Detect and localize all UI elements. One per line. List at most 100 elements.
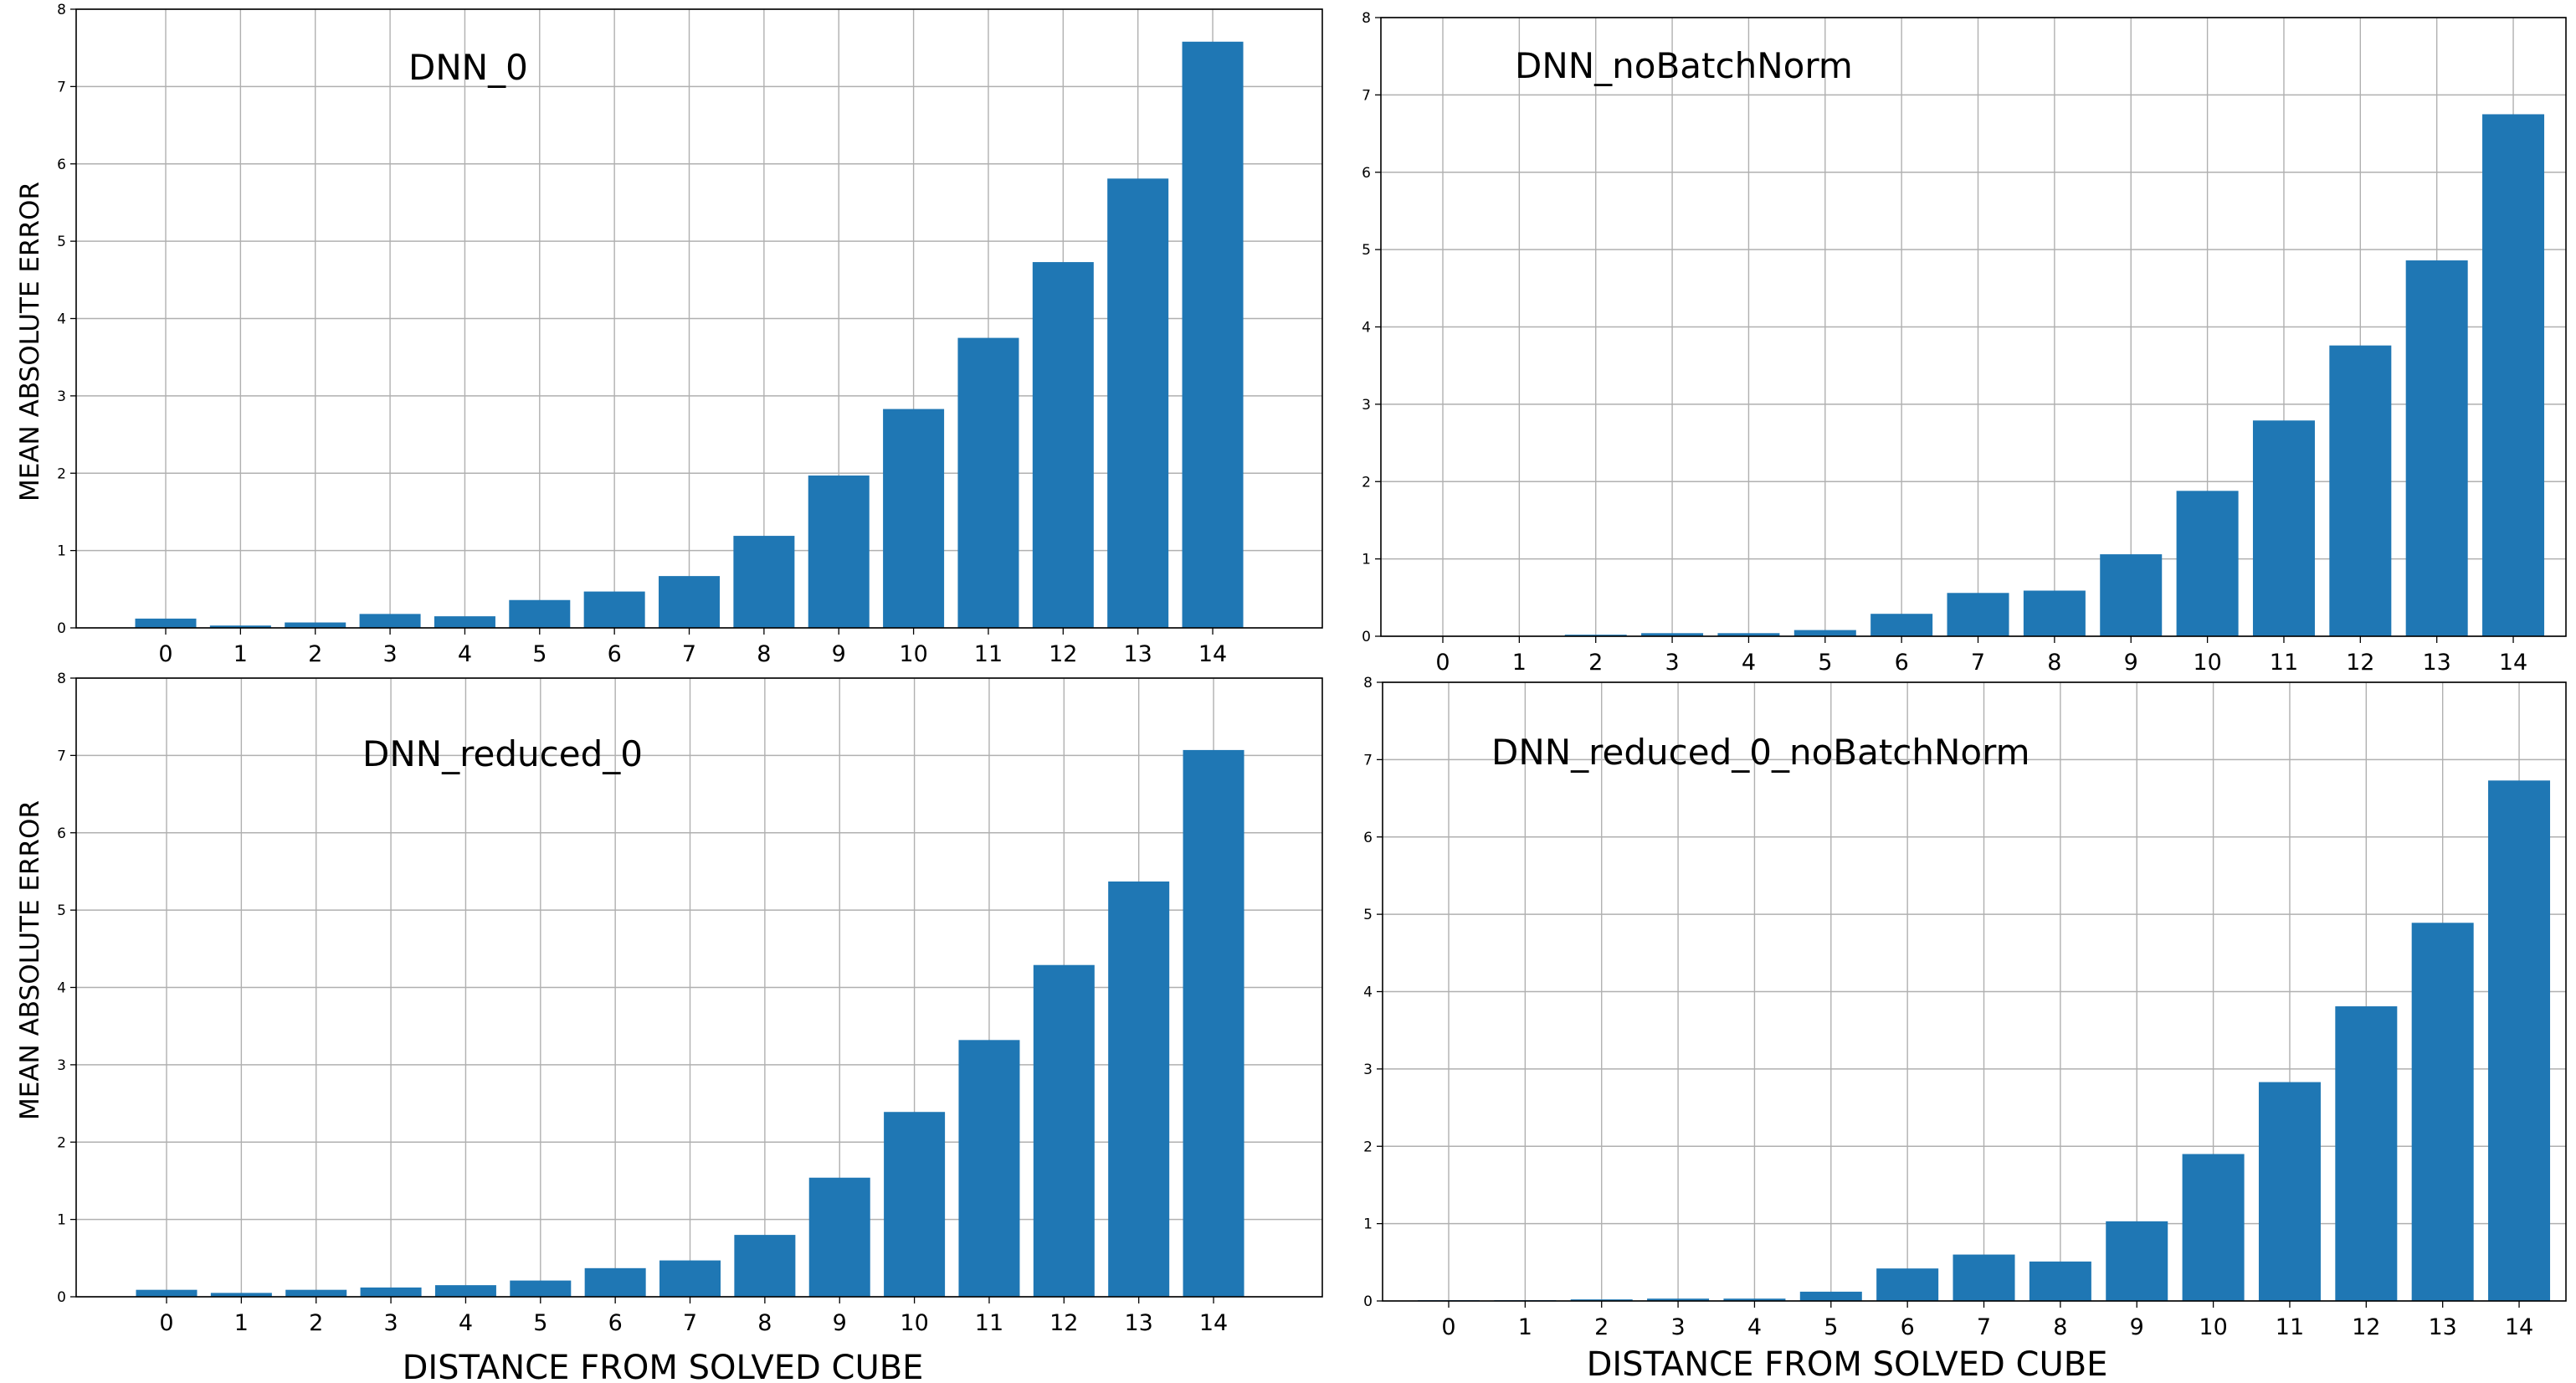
bar-6 <box>583 591 645 628</box>
x-tick-label: 13 <box>2429 1314 2457 1340</box>
x-tick-label: 14 <box>1199 1310 1228 1336</box>
bar-13 <box>1107 178 1169 628</box>
bar-11 <box>2258 1082 2321 1301</box>
y-tick-label: 0 <box>1362 629 1371 645</box>
x-tick-label: 9 <box>2130 1314 2144 1340</box>
bar-3 <box>1641 633 1704 636</box>
bar-7 <box>1953 1254 2015 1301</box>
plot-frame <box>75 677 1323 1298</box>
x-tick-label: 14 <box>1198 641 1227 667</box>
y-tick-label: 3 <box>1363 1062 1373 1078</box>
x-tick-label: 7 <box>683 1310 697 1336</box>
bar-10 <box>883 409 945 628</box>
y-tick-label: 8 <box>1363 675 1373 692</box>
y-tick-label: 1 <box>1362 552 1371 568</box>
x-tick-label: 6 <box>1895 650 1909 676</box>
bar-12 <box>2335 1006 2398 1301</box>
bar-14 <box>1183 749 1244 1297</box>
bar-3 <box>360 1287 422 1297</box>
x-tick-label: 7 <box>1977 1314 1991 1340</box>
bar-2 <box>285 622 346 628</box>
bar-8 <box>2029 1261 2091 1301</box>
x-tick-label: 13 <box>2423 650 2451 676</box>
bar-14 <box>2488 780 2551 1301</box>
bar-3 <box>359 614 421 628</box>
y-tick-label: 3 <box>57 1057 66 1074</box>
panel-title: DNN_0 <box>408 47 528 88</box>
y-tick-label: 5 <box>1363 907 1373 923</box>
panel-title: DNN_reduced_0 <box>362 733 643 774</box>
bar-7 <box>659 1260 721 1297</box>
y-tick-label: 2 <box>1363 1139 1373 1155</box>
bar-13 <box>1108 881 1170 1297</box>
x-tick-label: 8 <box>2047 650 2061 676</box>
bar-7 <box>1947 593 2009 636</box>
y-axis-label-bottom: MEAN ABSOLUTE ERROR <box>15 800 45 1120</box>
x-tick-label: 14 <box>2505 1314 2533 1340</box>
x-tick-label: 8 <box>2053 1314 2067 1340</box>
bar-11 <box>958 1040 1020 1297</box>
y-tick-label: 5 <box>57 234 66 250</box>
x-tick-label: 11 <box>2276 1314 2304 1340</box>
x-tick-label: 10 <box>900 1310 928 1336</box>
bar-2 <box>1570 1299 1633 1301</box>
y-tick-label: 6 <box>57 825 66 842</box>
bar-12 <box>2329 345 2392 636</box>
y-tick-label: 2 <box>57 1134 66 1151</box>
bar-2 <box>285 1289 347 1297</box>
x-tick-label: 7 <box>682 641 696 667</box>
x-tick-label: 7 <box>1971 650 1985 676</box>
y-tick-label: 0 <box>57 1289 66 1306</box>
y-tick-label: 4 <box>1363 985 1373 1001</box>
bar-14 <box>1182 41 1244 629</box>
y-tick-label: 4 <box>1362 320 1371 337</box>
x-tick-label: 2 <box>308 641 322 667</box>
y-tick-label: 4 <box>57 980 66 997</box>
x-tick-label: 3 <box>1665 650 1679 676</box>
bar-8 <box>734 1235 796 1297</box>
y-tick-label: 5 <box>1362 242 1371 259</box>
y-tick-label: 5 <box>57 902 66 919</box>
plot-frame <box>1380 17 2567 637</box>
x-tick-label: 14 <box>2499 650 2527 676</box>
x-tick-label: 12 <box>2346 650 2374 676</box>
x-tick-label: 4 <box>459 1310 473 1336</box>
x-tick-label: 10 <box>2193 650 2221 676</box>
bar-0 <box>136 1289 198 1297</box>
bar-9 <box>808 476 870 628</box>
bar-4 <box>1717 633 1780 636</box>
y-tick-label: 6 <box>1362 165 1371 182</box>
bar-7 <box>659 576 721 628</box>
x-tick-label: 0 <box>159 1310 173 1336</box>
x-tick-label: 11 <box>974 641 1003 667</box>
bar-4 <box>434 1285 496 1297</box>
y-tick-label: 1 <box>57 543 66 560</box>
bar-2 <box>1564 635 1627 636</box>
y-tick-label: 0 <box>1363 1293 1373 1310</box>
x-tick-label: 0 <box>1435 650 1450 676</box>
plot-frame <box>1382 681 2567 1302</box>
y-tick-label: 3 <box>1362 397 1371 414</box>
bar-4 <box>1723 1298 1786 1301</box>
x-tick-label: 9 <box>833 1310 847 1336</box>
y-tick-label: 1 <box>1363 1216 1373 1233</box>
x-tick-label: 5 <box>532 641 547 667</box>
bar-12 <box>1032 262 1094 628</box>
x-tick-label: 4 <box>1747 1314 1762 1340</box>
bar-13 <box>2411 923 2474 1301</box>
bar-6 <box>1870 614 1933 636</box>
x-tick-label: 12 <box>1049 641 1077 667</box>
bar-8 <box>733 536 795 628</box>
y-tick-label: 8 <box>57 671 66 687</box>
x-tick-label: 4 <box>1742 650 1756 676</box>
y-tick-label: 7 <box>57 748 66 764</box>
x-tick-label: 9 <box>2124 650 2138 676</box>
y-tick-label: 4 <box>57 311 66 328</box>
bar-8 <box>2023 590 2086 636</box>
y-tick-label: 1 <box>57 1212 66 1229</box>
y-tick-label: 3 <box>57 388 66 405</box>
bar-13 <box>2405 260 2468 636</box>
bar-14 <box>2482 114 2545 636</box>
